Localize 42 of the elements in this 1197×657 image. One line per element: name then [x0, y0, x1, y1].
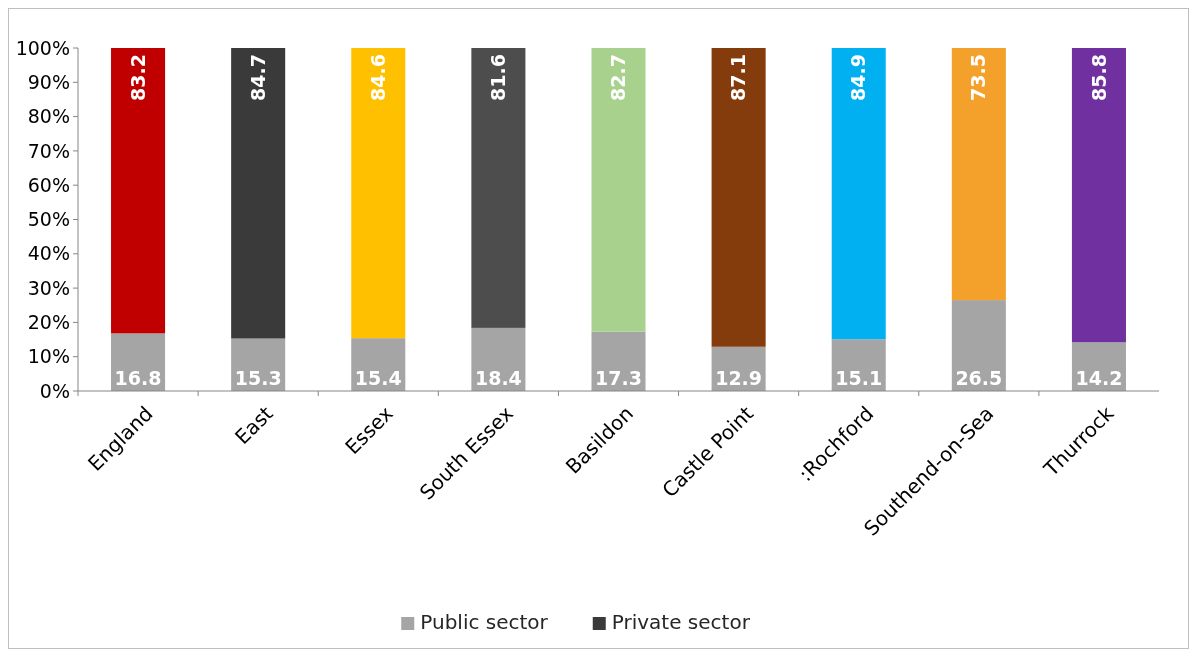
- y-tick-label: 20%: [27, 311, 70, 334]
- y-tick-label: 30%: [27, 276, 70, 299]
- y-tick-label: 100%: [15, 36, 70, 59]
- bar: [951, 300, 1006, 391]
- bar: [471, 48, 526, 328]
- data-label: 15.3: [234, 367, 282, 389]
- y-tick-label: 80%: [27, 105, 70, 128]
- bar: [111, 48, 166, 334]
- data-label: 26.5: [955, 367, 1003, 389]
- bar: [591, 331, 646, 391]
- bar: [711, 48, 766, 347]
- data-label: 84.6: [366, 54, 389, 101]
- data-label: 84.7: [246, 54, 269, 101]
- data-label: 81.6: [487, 54, 510, 101]
- bar: [591, 48, 646, 332]
- y-tick-label: 70%: [27, 139, 70, 162]
- data-label: 15.4: [354, 367, 402, 389]
- y-tick-label: 60%: [27, 173, 70, 196]
- data-label: 87.1: [727, 54, 750, 101]
- data-label: 83.2: [126, 54, 149, 101]
- data-label: 16.8: [114, 367, 162, 389]
- data-label: 17.3: [595, 367, 642, 389]
- data-label: 14.2: [1075, 367, 1123, 389]
- bar: [951, 48, 1006, 301]
- bar: [831, 48, 886, 340]
- bar: [231, 48, 286, 339]
- y-tick-label: 0%: [39, 379, 70, 402]
- y-tick-label: 40%: [27, 242, 70, 265]
- legend-label: Public sector: [420, 610, 549, 634]
- data-label: 18.4: [474, 367, 522, 389]
- y-tick-label: 50%: [27, 208, 70, 231]
- bar: [351, 48, 406, 339]
- data-label: 84.9: [847, 54, 870, 101]
- y-tick-label: 10%: [27, 345, 70, 368]
- legend-label: Private sector: [611, 610, 751, 634]
- data-label: 82.7: [607, 54, 630, 101]
- bar: [1071, 48, 1126, 343]
- data-label: 73.5: [967, 54, 990, 101]
- y-tick-label: 90%: [27, 70, 70, 93]
- data-label: 15.1: [835, 367, 883, 389]
- data-label: 12.9: [715, 367, 763, 389]
- data-label: 85.8: [1087, 54, 1110, 101]
